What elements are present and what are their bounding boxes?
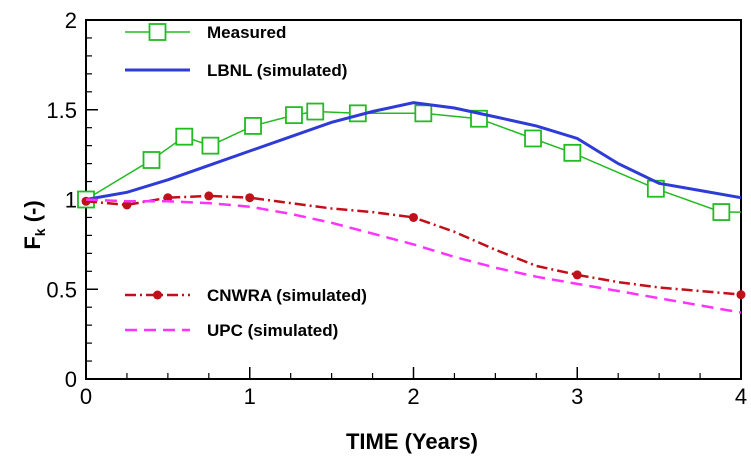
y-axis-title-subscript: k <box>32 228 48 236</box>
data-point-cnwra-simulated <box>204 191 214 201</box>
data-point-cnwra-simulated <box>409 212 418 222</box>
data-point-measured <box>201 136 220 155</box>
data-point-cnwra-simulated <box>572 270 582 280</box>
x-tick-label: 1 <box>244 384 256 409</box>
data-point-cnwra-simulated <box>122 200 132 210</box>
legend-label-lbnl-simulated: LBNL (simulated) <box>207 61 347 80</box>
series-line-cnwra-simulated <box>85 194 742 296</box>
y-axis-title-suffix: (-) <box>20 200 45 228</box>
data-point-cnwra-simulated <box>736 290 746 300</box>
y-tick-label: 2 <box>65 8 77 33</box>
data-point-cnwra-simulated <box>245 193 255 203</box>
axes: 0 1 2 3 4 0 0.5 1 1.5 2 <box>46 8 747 409</box>
legend-label-upc-simulated: UPC (simulated) <box>207 321 338 340</box>
data-point-measured <box>142 151 161 169</box>
x-tick-label: 0 <box>80 384 92 409</box>
y-tick-label: 0.5 <box>46 277 77 302</box>
y-axis-title: Fk (-) <box>20 200 48 249</box>
legend-label-cnwra-simulated: CNWRA (simulated) <box>207 286 367 305</box>
x-axis-title: TIME (Years) <box>346 429 478 454</box>
data-point-measured <box>306 102 325 121</box>
series-line-upc-simulated <box>85 198 742 314</box>
data-point-measured <box>524 129 542 148</box>
series-line-lbnl-simulated <box>85 101 742 201</box>
y-axis-title-main: F <box>20 236 45 249</box>
x-tick-label: 3 <box>571 384 583 409</box>
data-point-measured <box>712 203 731 221</box>
data-point-cnwra-simulated <box>163 193 173 203</box>
legend-marker-measured <box>148 23 167 41</box>
legend-label-measured: Measured <box>207 23 286 42</box>
y-tick-label: 0 <box>65 367 77 392</box>
data-point-measured <box>175 127 194 146</box>
y-tick-label: 1.5 <box>46 98 77 123</box>
legend: Measured LBNL (simulated) CNWRA (simulated… <box>125 23 367 340</box>
data-point-measured <box>414 104 433 123</box>
y-tick-label: 1 <box>65 188 77 213</box>
plot-frame <box>85 19 742 380</box>
data-point-measured <box>244 117 262 135</box>
x-tick-label: 2 <box>407 384 419 409</box>
x-tick-label: 4 <box>735 384 747 409</box>
data-point-cnwra-simulated <box>81 196 91 206</box>
data-point-measured <box>285 106 303 125</box>
data-point-measured <box>563 143 582 162</box>
legend-marker-cnwra-simulated <box>153 290 162 300</box>
plot-series <box>77 101 746 314</box>
